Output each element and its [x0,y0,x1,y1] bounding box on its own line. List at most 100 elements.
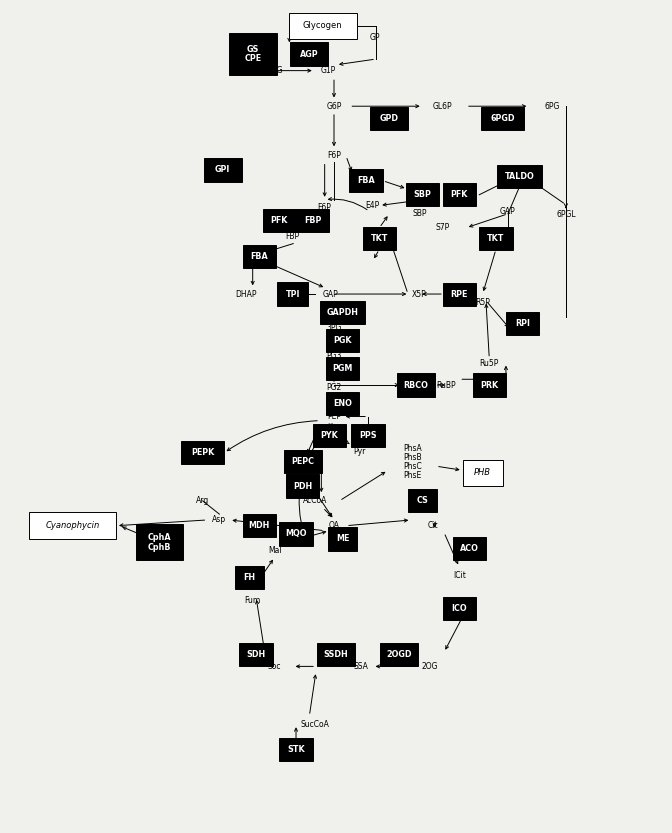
Text: GPI: GPI [215,166,230,174]
Text: GAP: GAP [500,207,516,216]
Text: PPS: PPS [359,431,377,440]
Text: G6P: G6P [327,102,341,111]
FancyBboxPatch shape [443,597,476,620]
FancyBboxPatch shape [397,373,435,397]
Text: RBCO: RBCO [403,381,429,390]
Text: 6PG: 6PG [545,102,560,111]
Text: PG3: PG3 [327,351,341,360]
Text: RPI: RPI [515,319,530,328]
Text: SBP: SBP [414,190,431,199]
Text: GAP: GAP [323,290,339,298]
Text: STK: STK [287,745,305,754]
Text: GP: GP [370,33,380,42]
FancyBboxPatch shape [286,475,319,497]
Text: AGP: AGP [300,50,319,58]
FancyBboxPatch shape [280,737,312,761]
Text: Fum: Fum [245,596,261,605]
FancyBboxPatch shape [326,329,360,352]
FancyBboxPatch shape [296,209,329,232]
Text: Cit: Cit [427,521,438,531]
Text: GL6P: GL6P [433,102,452,111]
FancyBboxPatch shape [408,489,437,512]
Text: Cyanophycin: Cyanophycin [46,521,100,531]
Text: MQO: MQO [285,530,306,538]
Text: Ru5P: Ru5P [480,359,499,368]
FancyBboxPatch shape [284,450,322,473]
Text: SSDH: SSDH [324,651,348,659]
Text: Soc: Soc [268,662,282,671]
FancyBboxPatch shape [406,183,439,207]
FancyBboxPatch shape [328,527,358,551]
Text: SucCoA: SucCoA [300,720,329,729]
FancyBboxPatch shape [462,460,503,486]
Text: Asp: Asp [212,516,226,525]
FancyBboxPatch shape [351,424,384,447]
Text: SDH: SDH [247,651,265,659]
Text: TALDO: TALDO [505,172,534,181]
FancyBboxPatch shape [380,643,418,666]
FancyBboxPatch shape [443,183,476,207]
Text: PEP: PEP [327,412,341,421]
Text: 1Cit: 1Cit [455,552,470,561]
Text: TPI: TPI [286,290,300,298]
Text: GS
CPE: GS CPE [244,45,261,63]
Text: GAPDH: GAPDH [327,307,359,317]
Text: Arg: Arg [196,496,210,506]
Text: FBP: FBP [286,232,300,241]
FancyBboxPatch shape [506,312,539,336]
Text: FBP: FBP [304,216,321,225]
Text: FH: FH [243,573,255,582]
Text: R5P: R5P [475,298,490,307]
Text: Mal: Mal [268,546,282,555]
Text: FBA: FBA [251,252,268,262]
FancyBboxPatch shape [243,514,276,537]
Text: ADPG: ADPG [262,66,284,75]
FancyBboxPatch shape [239,643,273,666]
Text: ACO: ACO [460,545,478,553]
FancyBboxPatch shape [204,158,242,182]
Text: 3PG: 3PG [327,322,341,332]
Text: Glycogen: Glycogen [303,22,343,31]
FancyBboxPatch shape [181,441,224,465]
Text: G1P: G1P [321,66,335,75]
Text: F6P: F6P [327,152,341,161]
FancyBboxPatch shape [136,524,183,561]
Text: F6P: F6P [318,202,331,212]
Text: PEPK: PEPK [191,448,214,457]
Text: PG2: PG2 [327,383,341,392]
Text: PHB: PHB [474,468,491,477]
FancyBboxPatch shape [277,282,308,306]
Text: DHAP: DHAP [235,290,257,298]
FancyBboxPatch shape [235,566,264,590]
Text: FBA: FBA [357,176,375,185]
FancyBboxPatch shape [280,522,312,546]
Text: PRK: PRK [480,381,499,390]
Text: AcCoA: AcCoA [302,496,327,506]
Text: E4P: E4P [366,201,380,210]
Text: ME: ME [336,535,349,543]
Text: 6PGD: 6PGD [491,114,515,123]
FancyBboxPatch shape [443,283,476,307]
FancyBboxPatch shape [326,357,360,380]
Text: 6PGL: 6PGL [556,210,576,219]
Text: PFK: PFK [271,216,288,225]
FancyBboxPatch shape [243,245,276,268]
FancyBboxPatch shape [370,107,409,130]
FancyBboxPatch shape [497,165,542,188]
Text: GPD: GPD [380,114,398,123]
Text: PYK: PYK [321,431,338,440]
FancyBboxPatch shape [453,537,486,561]
FancyBboxPatch shape [363,227,396,250]
Text: PFK: PFK [451,190,468,199]
Text: PhsA
PhsB
PhsC
PhsE: PhsA PhsB PhsC PhsE [403,444,422,480]
FancyBboxPatch shape [228,33,277,75]
FancyBboxPatch shape [312,424,346,447]
Text: CphA
CphB: CphA CphB [148,533,171,551]
FancyBboxPatch shape [326,392,360,415]
Text: CS: CS [417,496,429,506]
Text: ICO: ICO [452,604,467,613]
FancyBboxPatch shape [30,512,116,539]
Text: ICit: ICit [453,571,466,580]
Text: MDH: MDH [249,521,270,531]
Text: RuBP: RuBP [436,381,456,390]
